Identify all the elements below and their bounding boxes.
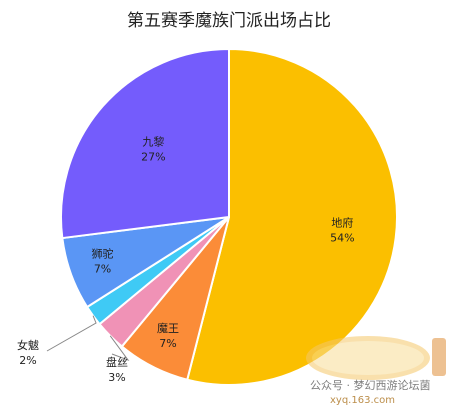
watermark-url: xyq.163.com	[330, 395, 395, 406]
slice-label-percent-1: 54%	[330, 231, 354, 244]
watermark-account: 公众号 · 梦幻西游论坛菌	[310, 379, 431, 392]
slice-label-percent-5: 7%	[94, 263, 111, 276]
slice-label-name-1: 地府	[331, 215, 353, 229]
logo-icon	[306, 336, 446, 380]
slice-label-name-6: 九黎	[142, 134, 164, 148]
pie-slice-1	[186, 47, 398, 386]
pie-slice-6	[60, 47, 230, 240]
slice-label-name-2: 魔王	[157, 321, 179, 335]
watermark-logo	[298, 330, 458, 410]
slice-label-name-4: 女魃	[17, 338, 39, 352]
leader-line-3	[109, 335, 130, 362]
chart-title: 第五赛季魔族门派出场占比	[127, 11, 331, 31]
slice-label-name-5: 狮驼	[92, 247, 114, 261]
slice-label-percent-4: 2%	[19, 354, 36, 367]
slice-label-percent-6: 27%	[141, 150, 165, 163]
slice-label-percent-3: 3%	[108, 371, 125, 384]
slice-label-percent-2: 7%	[159, 337, 176, 350]
leader-line-4	[46, 315, 97, 352]
slice-label-name-3: 盘丝	[106, 355, 128, 369]
